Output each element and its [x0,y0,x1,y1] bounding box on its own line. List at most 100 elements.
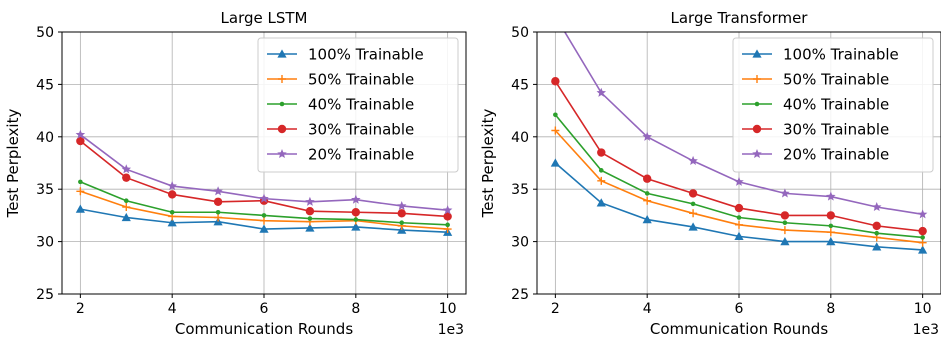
x-tick-label: 4 [168,301,177,317]
chart-panel-1: 2 4 6 8 10 25 30 35 40 45 50 Large LSTM Communicatio… [4,9,467,338]
x-tick-label: 6 [260,301,269,317]
data-point [780,226,789,235]
y-tick-label: 45 [511,77,529,93]
data-point [259,193,269,203]
legend-item-4: 30% Trainable [267,121,414,139]
x-axis-multiplier: 1e3 [913,322,939,338]
x-tick-label: 10 [914,301,932,317]
data-point [167,218,177,227]
data-point [396,200,407,211]
data-point [826,228,835,237]
data-point [442,205,453,215]
legend-marker [277,49,287,58]
data-point [259,224,269,233]
data-point [213,186,223,196]
legend-label: 50% Trainable [783,71,889,89]
legend-item-1: 100% Trainable [267,46,424,64]
data-point [688,155,698,165]
legend-marker [753,75,761,83]
data-point [76,136,85,146]
data-point [121,212,131,222]
data-point [353,217,359,222]
data-point [690,201,696,207]
data-point [918,245,928,254]
data-point [121,164,132,174]
y-tick-label: 50 [36,25,54,41]
data-point [598,168,604,173]
data-point [642,174,652,183]
legend-label: 50% Trainable [308,71,414,89]
data-point [123,198,129,204]
data-point [399,220,405,226]
data-point [782,220,788,226]
data-point [553,112,558,118]
data-point [872,221,881,231]
series-1 [75,204,453,236]
data-point [167,190,177,199]
legend: 100% Trainable 50% Trainable 40% Trainable… [732,37,934,173]
data-point [397,209,406,218]
y-tick-label: 40 [36,130,54,146]
legend-label: 40% Trainable [308,96,414,114]
data-point [443,212,452,221]
series-5 [563,32,928,219]
data-point [920,235,925,240]
legend-item-2: 50% Trainable [267,71,414,89]
x-tick-label: 2 [76,301,85,317]
y-tick-label: 30 [36,235,54,251]
legend-marker [277,149,287,159]
x-tick-label: 8 [826,301,835,317]
data-point [734,203,744,213]
data-point [735,220,743,229]
y-tick-label: 35 [511,182,529,198]
legend-marker [752,124,762,134]
data-point [78,179,83,185]
data-point [642,214,652,224]
legend-item-4: 30% Trainable [742,121,889,139]
data-point [736,215,742,220]
data-point [551,126,560,135]
x-tick-label: 8 [351,301,360,317]
x-tick-label: 4 [643,301,652,317]
data-point [644,191,650,196]
data-point [780,188,790,198]
legend-label: 30% Trainable [308,121,414,139]
legend-marker [279,101,285,107]
data-point [597,176,606,185]
data-point [75,129,86,139]
legend-item-2: 50% Trainable [742,71,889,89]
y-axis-label: Test Perplexity [4,109,22,219]
x-axis-label: Communication Rounds [175,320,353,338]
legend-item-1: 100% Trainable [742,46,899,64]
data-point [780,211,790,220]
data-point [826,211,836,220]
legend-marker [278,75,286,83]
chart-title: Large Transformer [671,9,809,27]
series-3 [553,112,925,240]
legend-marker [277,124,287,134]
data-point [261,213,267,218]
data-point [260,216,268,225]
y-tick-label: 25 [36,287,54,303]
data-point [169,209,175,215]
data-point [918,238,927,247]
legend: 100% Trainable 50% Trainable 40% Trainable… [257,37,459,173]
legend-label: 100% Trainable [783,46,899,64]
data-point [826,191,836,201]
legend-item-5: 20% Trainable [267,146,414,164]
data-point [689,209,698,218]
y-tick-label: 45 [36,77,54,93]
legend-marker [752,49,762,58]
x-tick-label: 6 [735,301,744,317]
data-point [826,237,836,246]
x-axis-label: Communication Rounds [650,320,828,338]
data-point [872,242,882,251]
data-point [351,222,361,231]
data-point [917,209,928,219]
data-point [213,197,223,206]
data-point [597,148,606,157]
legend-marker [752,149,762,159]
series-4 [551,77,927,236]
data-point [551,77,560,86]
